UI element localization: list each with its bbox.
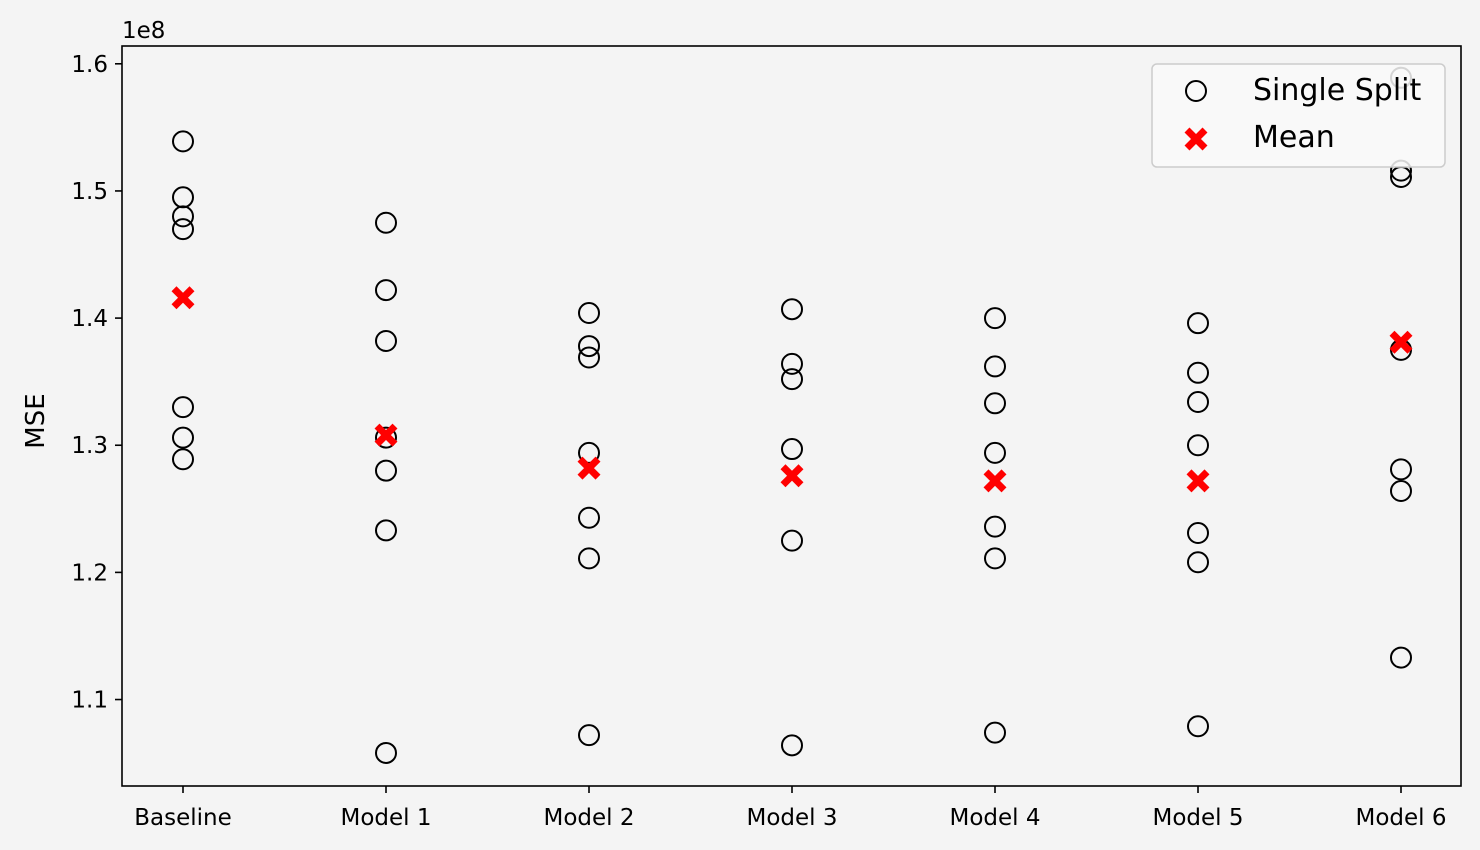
legend-single-split-label: Single Split: [1253, 73, 1422, 108]
plot-area: [122, 46, 1461, 786]
single-split-point: [578, 302, 600, 325]
legend-mean-label: Mean: [1253, 120, 1335, 155]
legend-box: [1151, 63, 1446, 168]
x-tick-label: Model 6: [1355, 805, 1446, 831]
y-tick-label: 1.1: [71, 688, 108, 714]
single-split-point: [375, 279, 397, 302]
single-split-point: [781, 529, 803, 552]
single-split-point: [172, 426, 194, 449]
x-tick-label: Baseline: [134, 805, 232, 831]
y-tick-label: 1.6: [71, 52, 108, 78]
single-split-point: [1187, 434, 1209, 457]
single-split-point: [172, 205, 194, 228]
single-split-point: [375, 741, 397, 764]
single-split-point: [781, 298, 803, 321]
single-split-point: [375, 211, 397, 234]
y-axis-label: MSE: [21, 393, 51, 448]
single-split-point: [172, 218, 194, 241]
single-split-point: [1187, 361, 1209, 384]
single-split-point: [984, 307, 1006, 330]
single-split-point: [1187, 521, 1209, 544]
single-split-point: [578, 724, 600, 747]
single-split-point: [375, 329, 397, 352]
y-tick-label: 1.3: [71, 433, 108, 459]
y-offset-label: 1e8: [122, 18, 165, 44]
single-split-point: [1390, 480, 1412, 503]
single-split-point: [578, 335, 600, 358]
x-tick-label: Model 4: [949, 805, 1040, 831]
mean-point: [1389, 330, 1413, 354]
single-split-point: [1390, 646, 1412, 669]
x-tick-label: Model 2: [543, 805, 634, 831]
single-split-point: [578, 547, 600, 570]
x-tick-label: Model 1: [340, 805, 431, 831]
single-split-point: [984, 441, 1006, 464]
legend-mean-x: [1184, 127, 1208, 151]
y-tick-label: 1.4: [71, 306, 108, 332]
single-split-point: [172, 448, 194, 471]
y-tick-label: 1.5: [71, 179, 108, 205]
legend-single-split-marker: [1185, 80, 1207, 102]
single-split-point: [172, 130, 194, 153]
single-split-point: [1390, 458, 1412, 481]
single-split-point: [375, 426, 397, 449]
single-split-point: [984, 355, 1006, 378]
mean-point: [983, 469, 1007, 493]
single-split-point: [578, 346, 600, 369]
single-split-point: [375, 459, 397, 482]
single-split-point: [1187, 312, 1209, 335]
y-tick-label: 1.2: [71, 560, 108, 586]
x-tick-label: Model 3: [746, 805, 837, 831]
mean-point: [374, 423, 398, 447]
mean-point: [171, 286, 195, 310]
single-split-point: [375, 519, 397, 542]
single-split-point: [984, 392, 1006, 415]
single-split-point: [781, 734, 803, 757]
mean-point: [577, 456, 601, 480]
mean-point: [780, 464, 804, 488]
single-split-point: [984, 515, 1006, 538]
legend: Single Split Mean: [1151, 63, 1446, 168]
single-split-point: [781, 438, 803, 461]
single-split-point: [984, 547, 1006, 570]
single-split-point: [984, 721, 1006, 744]
single-split-point: [1187, 715, 1209, 738]
single-split-point: [1187, 391, 1209, 414]
single-split-point: [578, 441, 600, 464]
x-tick-label: Model 5: [1152, 805, 1243, 831]
single-split-point: [781, 368, 803, 391]
single-split-point: [1187, 551, 1209, 574]
single-split-point: [781, 352, 803, 375]
mean-point: [1186, 469, 1210, 493]
legend-mean-marker: [1184, 127, 1208, 151]
single-split-point: [172, 396, 194, 419]
single-split-point: [578, 506, 600, 529]
